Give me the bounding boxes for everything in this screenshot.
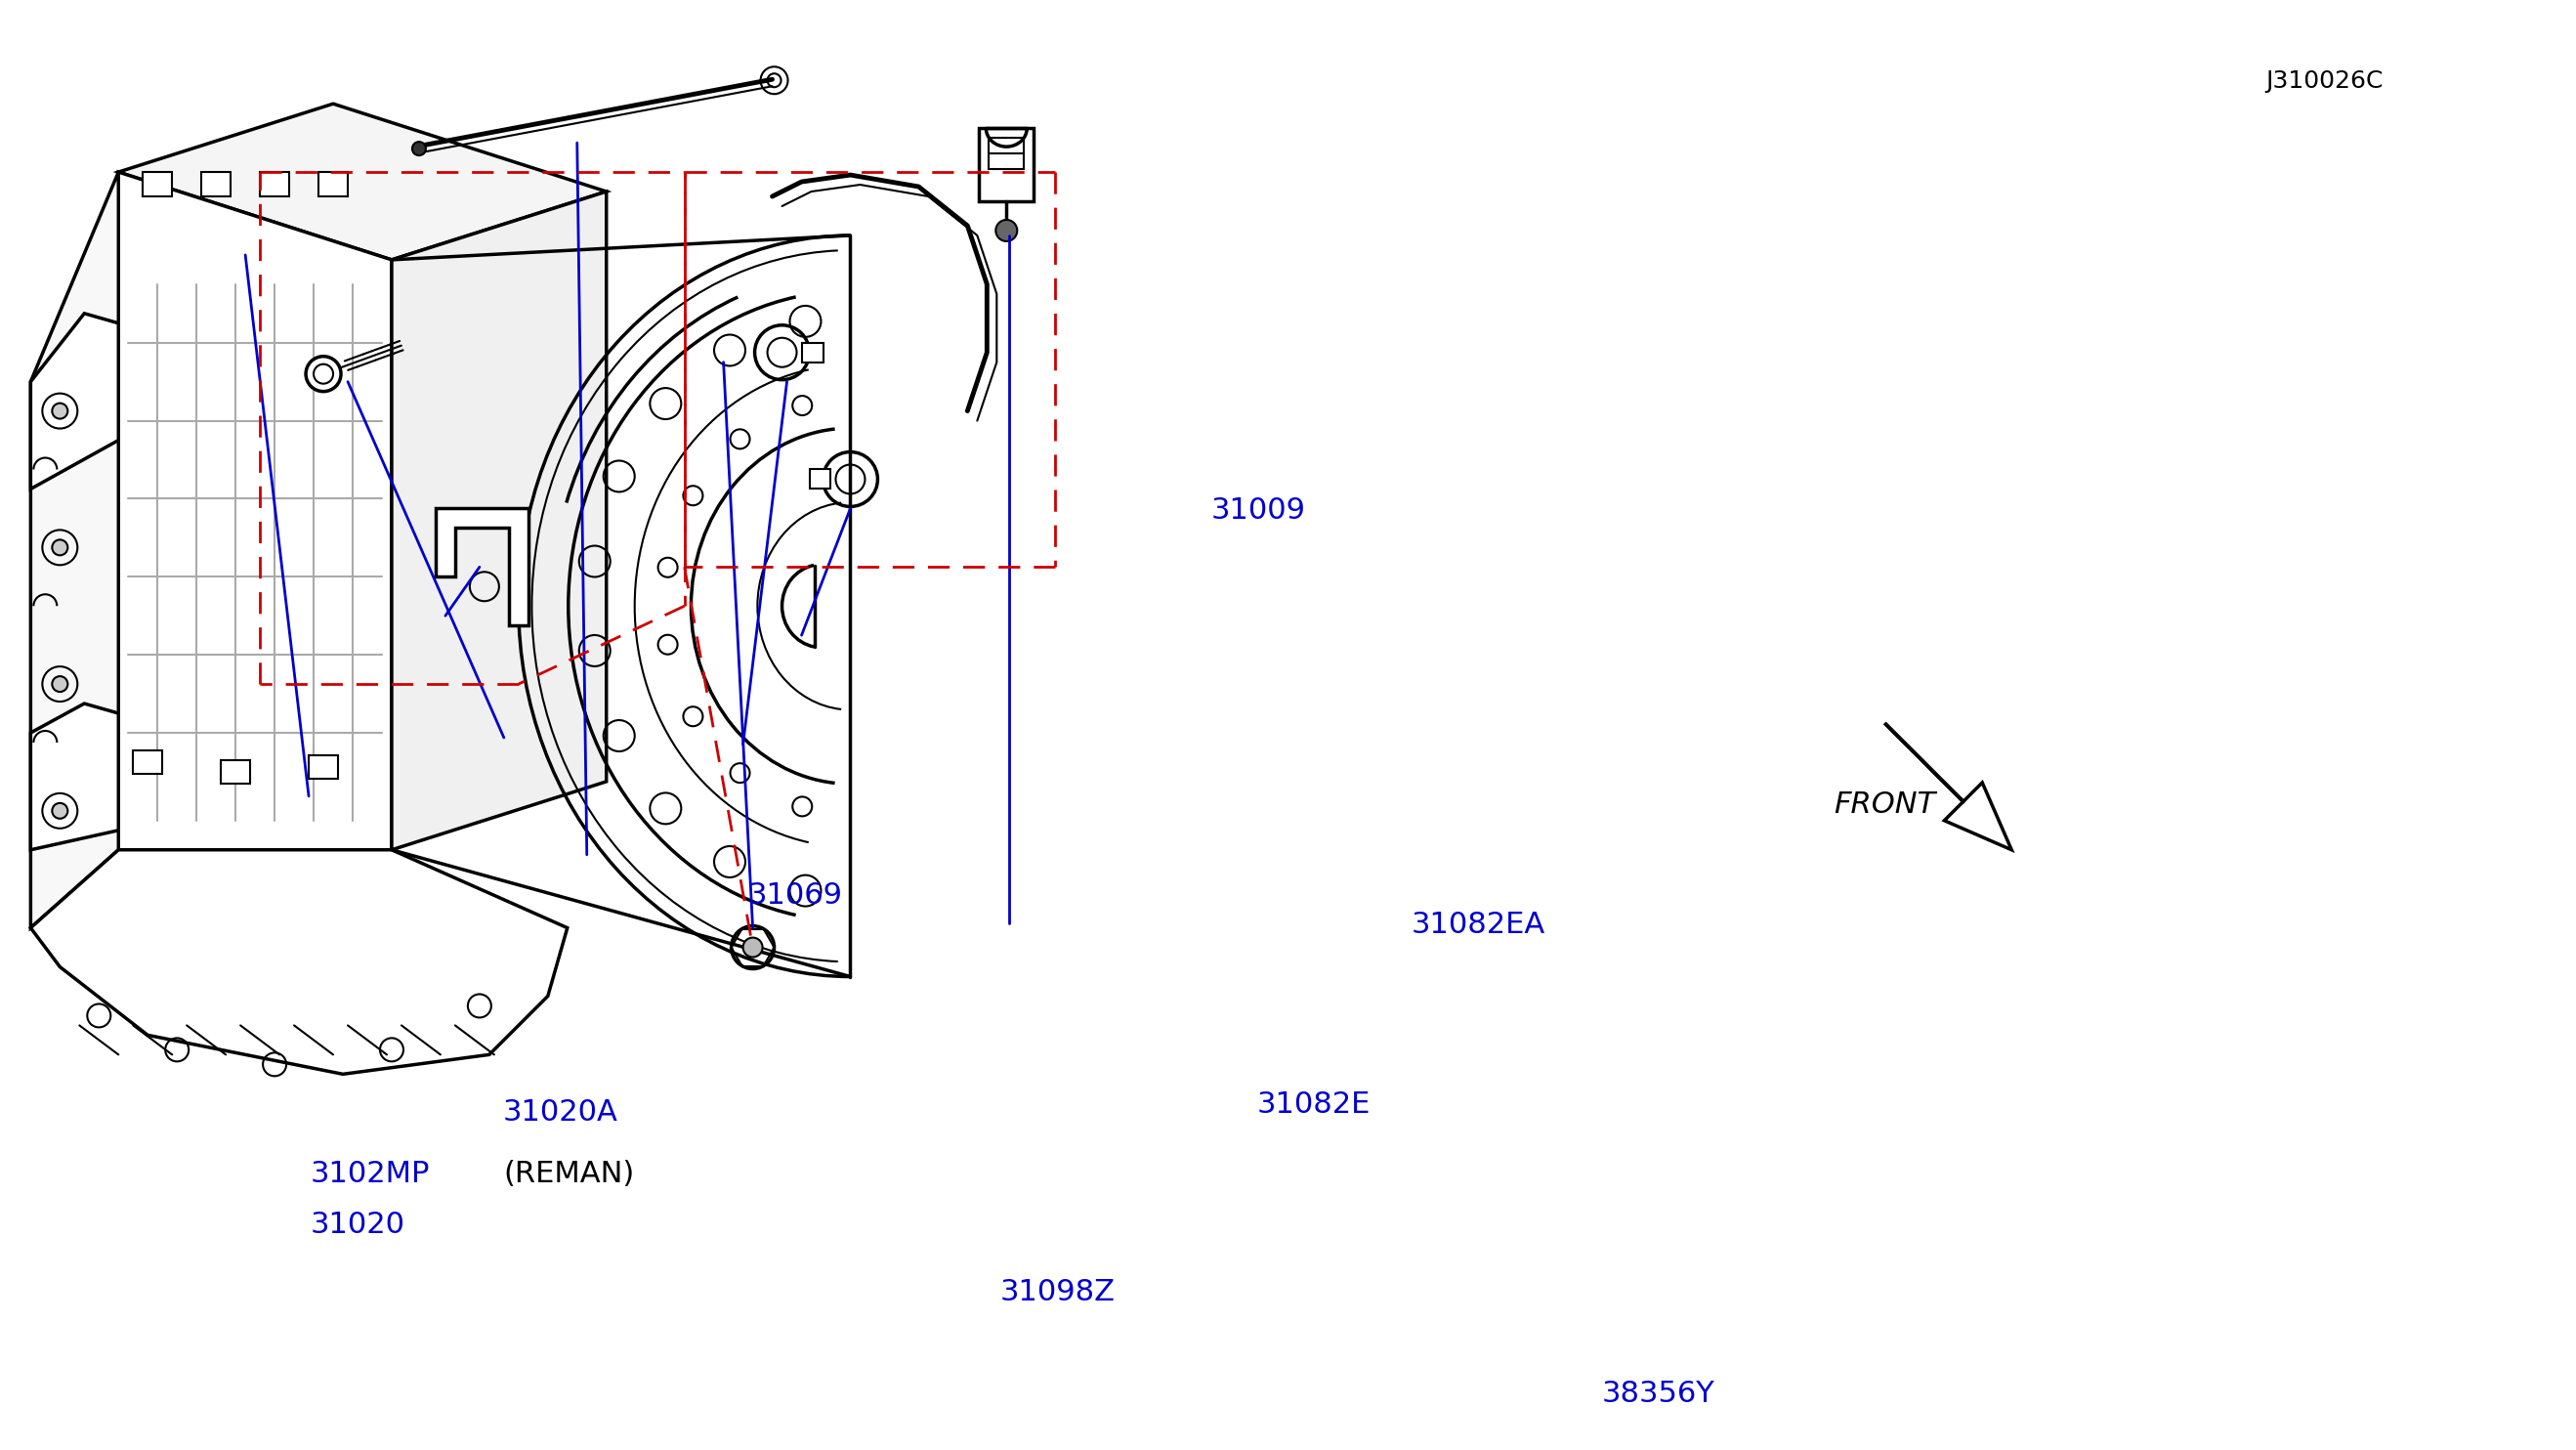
Text: J310026C: J310026C: [2267, 70, 2383, 93]
Bar: [222, 760, 250, 783]
Text: (REMAN): (REMAN): [502, 1160, 634, 1188]
Bar: [134, 750, 162, 774]
Bar: [319, 173, 348, 196]
Text: 31069: 31069: [747, 882, 842, 911]
Circle shape: [742, 938, 762, 957]
Text: FRONT: FRONT: [1834, 790, 1935, 819]
Bar: [809, 470, 832, 489]
Text: 31082EA: 31082EA: [1412, 911, 1546, 940]
Circle shape: [52, 403, 67, 419]
Polygon shape: [31, 703, 118, 850]
Text: 31020: 31020: [309, 1211, 404, 1238]
Polygon shape: [118, 173, 392, 850]
Circle shape: [997, 220, 1018, 241]
Polygon shape: [118, 104, 605, 260]
Circle shape: [52, 539, 67, 555]
Circle shape: [307, 357, 340, 392]
Polygon shape: [435, 509, 528, 625]
Text: 31009: 31009: [1211, 497, 1306, 525]
Polygon shape: [31, 850, 567, 1074]
Text: 3102MP: 3102MP: [309, 1160, 430, 1188]
Polygon shape: [31, 313, 118, 489]
Text: 38356Y: 38356Y: [1602, 1379, 1716, 1408]
Polygon shape: [392, 191, 605, 850]
Bar: [201, 173, 232, 196]
FancyArrow shape: [1886, 724, 2012, 850]
Text: 31098Z: 31098Z: [999, 1277, 1115, 1306]
Bar: [309, 755, 337, 779]
Polygon shape: [31, 173, 118, 928]
Circle shape: [412, 142, 425, 155]
Bar: [979, 128, 1033, 202]
Bar: [989, 138, 1025, 170]
Circle shape: [52, 803, 67, 819]
Bar: [801, 342, 822, 362]
Bar: [142, 173, 173, 196]
Text: 31020A: 31020A: [502, 1099, 618, 1127]
Bar: [260, 173, 289, 196]
Text: 31082E: 31082E: [1257, 1090, 1370, 1118]
Circle shape: [52, 676, 67, 692]
